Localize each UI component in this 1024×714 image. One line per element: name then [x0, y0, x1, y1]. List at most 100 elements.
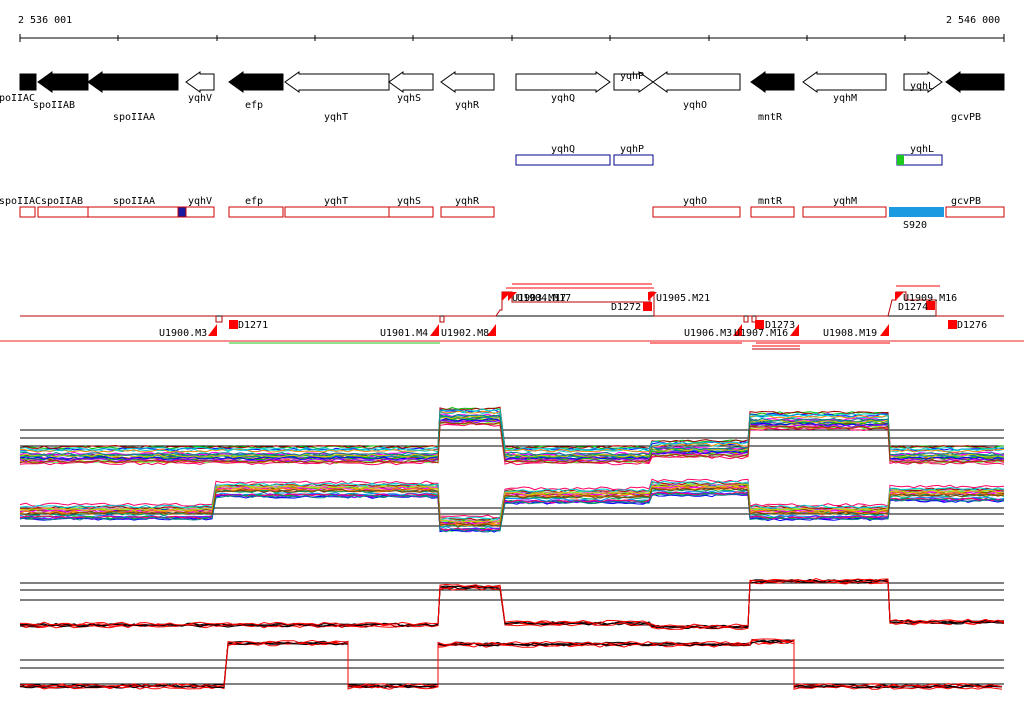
gene-arrow[interactable] — [750, 71, 795, 93]
gene-yqhM[interactable]: yqhM — [802, 71, 887, 104]
segment-flag[interactable] — [926, 301, 935, 310]
segment-U1904.M17[interactable]: U1904.M17 — [508, 292, 571, 304]
gene-efp[interactable]: efp — [228, 71, 284, 111]
segment-U1901.M4[interactable]: U1901.M4 — [380, 324, 439, 339]
gene-yqhR[interactable]: yqhR — [440, 71, 495, 111]
gene-box[interactable] — [284, 206, 390, 218]
gene-box[interactable] — [19, 206, 36, 218]
segment-label: U1900.M3 — [159, 328, 207, 339]
gene-spoIIAB[interactable]: spoIIAB — [33, 71, 89, 111]
segment-flag[interactable] — [895, 292, 904, 301]
segment-label: D1273 — [765, 320, 795, 331]
segment-flag[interactable] — [948, 320, 957, 329]
segment-U1900.M3[interactable]: U1900.M3 — [159, 324, 217, 339]
gene-yqhV[interactable]: yqhV — [185, 71, 215, 104]
segment-flag[interactable] — [508, 292, 517, 301]
orf-box[interactable] — [515, 154, 611, 166]
orf-yqhL[interactable]: yqhL — [896, 144, 943, 166]
gene-box[interactable] — [945, 206, 1005, 218]
gene-box-yqhT[interactable]: yqhT — [284, 196, 390, 218]
gene-box-mntR[interactable]: mntR — [750, 196, 795, 218]
gene-arrow[interactable] — [802, 71, 887, 93]
gene-arrow[interactable] — [440, 71, 495, 93]
gene-arrow[interactable] — [185, 71, 215, 93]
gene-box[interactable] — [87, 206, 179, 218]
gene-box-yqhS[interactable]: yqhS — [388, 196, 434, 218]
gene-arrow[interactable] — [613, 71, 654, 93]
gene-yqhT[interactable]: yqhT — [284, 71, 390, 123]
gene-label: yqhQ — [551, 93, 575, 104]
segment-flag[interactable] — [208, 324, 217, 336]
gene-box[interactable] — [388, 206, 434, 218]
segment-flag[interactable] — [733, 324, 742, 336]
segment-D1271[interactable]: D1271 — [229, 320, 268, 331]
gene-arrow[interactable] — [228, 71, 284, 93]
gene-box[interactable] — [652, 206, 741, 218]
gene-arrow[interactable] — [945, 71, 1005, 93]
gene-box[interactable] — [750, 206, 795, 218]
segment-label: U1909.M16 — [903, 293, 957, 304]
gene-box-yqhV[interactable]: yqhV — [177, 196, 215, 218]
orf-yqhP[interactable]: yqhP — [613, 144, 654, 166]
gene-box[interactable] — [802, 206, 887, 218]
gene-arrow[interactable] — [19, 73, 37, 91]
gene-yqhO[interactable]: yqhO — [652, 71, 741, 111]
gene-spoIIAC[interactable]: spoIIAC — [0, 73, 37, 104]
segment-flag[interactable] — [755, 320, 764, 329]
gene-arrow[interactable] — [388, 71, 434, 93]
gene-box-efp[interactable]: efp — [228, 196, 284, 218]
gene-box-label: yqhT — [324, 196, 348, 207]
segment-flag[interactable] — [790, 324, 799, 336]
gene-box-label: yqhO — [683, 196, 707, 207]
gene-box[interactable] — [37, 206, 89, 218]
segment-flag[interactable] — [430, 324, 439, 336]
gene-box[interactable] — [228, 206, 284, 218]
gene-box-spoIIAC[interactable]: spoIIAC — [0, 196, 41, 218]
gene-box-label: mntR — [758, 196, 783, 207]
gene-arrow[interactable] — [903, 71, 943, 93]
gene-mntR[interactable]: mntR — [750, 71, 795, 123]
segment-U1905.M21[interactable]: U1905.M21 — [648, 292, 710, 304]
segment-D1272[interactable]: D1272 — [611, 302, 652, 313]
segment-U1907.M16[interactable]: U1907.M16 — [734, 324, 799, 339]
gene-box-yqhR[interactable]: yqhR — [440, 196, 495, 218]
expression-profile-line — [19, 410, 1005, 453]
orf-box[interactable] — [613, 154, 654, 166]
gene-box[interactable] — [440, 206, 495, 218]
gene-box-yqhO[interactable]: yqhO — [652, 196, 741, 218]
segment-flag[interactable] — [229, 320, 238, 329]
gene-box-spoIIAB[interactable]: spoIIAB — [37, 196, 89, 218]
gene-arrow[interactable] — [37, 71, 89, 93]
expression-profile-line — [19, 639, 1003, 689]
gene-box-gcvPB[interactable]: gcvPB — [945, 196, 1005, 218]
gene-yqhP[interactable]: yqhP — [613, 71, 654, 93]
gene-arrow[interactable] — [87, 71, 179, 93]
segment-flag[interactable] — [880, 324, 889, 336]
gene-arrow[interactable] — [284, 71, 390, 93]
gene-yqhQ[interactable]: yqhQ — [515, 71, 611, 104]
gene-arrow[interactable] — [515, 71, 611, 93]
gene-yqhL[interactable]: yqhL — [903, 71, 943, 93]
gene-box-spoIIAA[interactable]: spoIIAA — [87, 196, 179, 218]
segment-U1902.M8[interactable]: U1902.M8 — [441, 324, 496, 339]
expression-profile-line — [19, 492, 1005, 533]
gene-label: yqhO — [683, 100, 707, 111]
feature-s920[interactable]: S920 — [889, 207, 944, 231]
segment-U1909.M16[interactable]: U1909.M16 — [895, 292, 957, 304]
segment-flag[interactable] — [487, 324, 496, 336]
gene-spoIIAA[interactable]: spoIIAA — [87, 71, 179, 123]
orf-yqhQ[interactable]: yqhQ — [515, 144, 611, 166]
gene-box-yqhM[interactable]: yqhM — [802, 196, 887, 218]
segment-flag[interactable] — [643, 302, 652, 311]
segment-U1908.M19[interactable]: U1908.M19 — [823, 324, 889, 339]
feature-box[interactable] — [889, 207, 944, 217]
segment-label: U1908.M19 — [823, 328, 877, 339]
segment-D1274[interactable]: D1274 — [898, 301, 935, 313]
segment-U1906.M3[interactable]: U1906.M3 — [684, 324, 742, 339]
segment-D1273[interactable]: D1273 — [755, 320, 795, 331]
gene-arrow[interactable] — [652, 71, 741, 93]
gene-yqhS[interactable]: yqhS — [388, 71, 434, 104]
segment-D1276[interactable]: D1276 — [948, 320, 987, 331]
segment-flag[interactable] — [648, 292, 657, 301]
gene-gcvPB[interactable]: gcvPB — [945, 71, 1005, 123]
